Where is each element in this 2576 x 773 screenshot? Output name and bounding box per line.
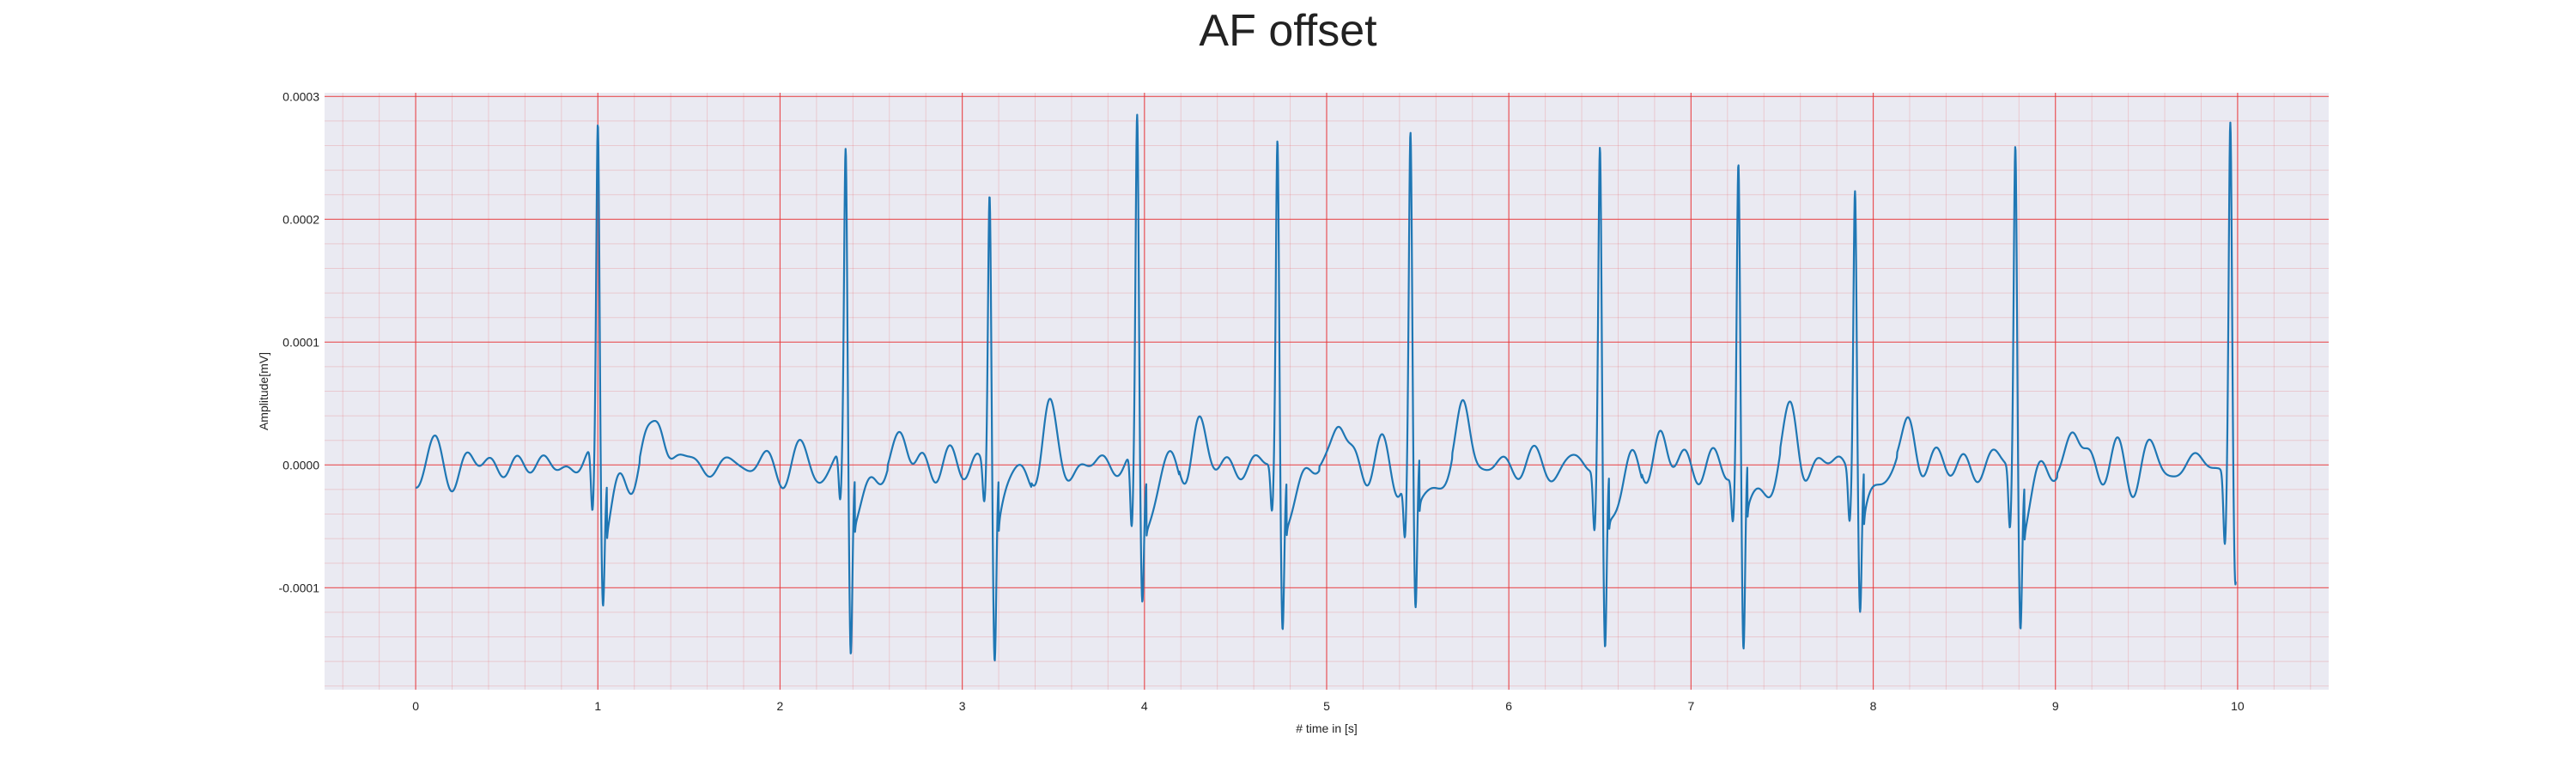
major-grid bbox=[325, 93, 2329, 690]
x-tick-label: 7 bbox=[1687, 699, 1694, 713]
chart-title: AF offset bbox=[1199, 6, 1377, 56]
y-tick-label: 0.0002 bbox=[283, 212, 319, 226]
x-tick-label: 1 bbox=[594, 699, 601, 713]
y-tick-label: 0.0003 bbox=[283, 89, 319, 103]
y-tick-label: 0.0000 bbox=[283, 458, 319, 472]
x-tick-label: 9 bbox=[2052, 699, 2059, 713]
x-tick-label: 10 bbox=[2231, 699, 2245, 713]
x-tick-label: 5 bbox=[1323, 699, 1330, 713]
x-tick-label: 3 bbox=[959, 699, 966, 713]
x-tick-label: 0 bbox=[412, 699, 419, 713]
x-axis-label: # time in [s] bbox=[1296, 721, 1358, 735]
y-tick-label: 0.0001 bbox=[283, 335, 319, 349]
y-tick-label: -0.0001 bbox=[279, 581, 320, 594]
x-tick-label: 6 bbox=[1505, 699, 1512, 713]
x-tick-labels: 0 1 2 3 4 5 6 7 8 9 10 bbox=[412, 699, 2245, 713]
series-line-ecg bbox=[415, 113, 2237, 662]
x-tick-label: 8 bbox=[1870, 699, 1877, 713]
x-tick-label: 2 bbox=[777, 699, 784, 713]
x-tick-label: 4 bbox=[1141, 699, 1148, 713]
y-axis-label: Amplitude[mV] bbox=[257, 352, 270, 430]
y-tick-labels: -0.0001 0.0000 0.0001 0.0002 0.0003 bbox=[279, 89, 320, 594]
